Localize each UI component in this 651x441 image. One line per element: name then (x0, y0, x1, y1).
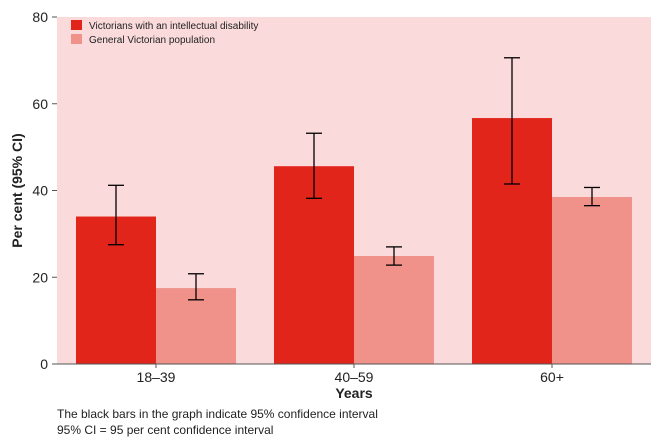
y-tick-label: 60 (32, 96, 48, 112)
legend-swatch (71, 34, 82, 44)
y-axis-label: Per cent (95% CI) (9, 133, 25, 247)
x-axis-label: Years (335, 385, 373, 401)
legend-label: Victorians with an intellectual disabili… (89, 21, 258, 32)
bar-general-population (156, 288, 236, 364)
x-tick-label: 18–39 (137, 369, 176, 385)
bars-group (76, 118, 632, 364)
x-tick-label: 40–59 (335, 369, 374, 385)
error-bars-group (108, 57, 600, 301)
y-tick-label: 40 (32, 183, 48, 199)
bar-general-population (354, 255, 434, 364)
y-tick-label: 0 (40, 356, 48, 372)
y-axis-ticks: 0 20 40 60 80 (32, 9, 57, 372)
x-tick-label: 60+ (540, 369, 564, 385)
legend-label: General Victorian population (89, 35, 215, 46)
y-tick-label: 80 (32, 9, 48, 25)
bar-intellectual-disability (274, 166, 354, 364)
caption-ci-definition: 95% CI = 95 per cent confidence interval (57, 423, 274, 437)
legend-swatch (71, 20, 82, 30)
y-tick-label: 20 (32, 269, 48, 285)
x-axis-ticks: 18–39 40–59 60+ (137, 364, 564, 385)
bar-general-population (552, 197, 632, 364)
caption-ci-note: The black bars in the graph indicate 95%… (57, 407, 378, 421)
legend: Victorians with an intellectual disabili… (71, 20, 258, 46)
